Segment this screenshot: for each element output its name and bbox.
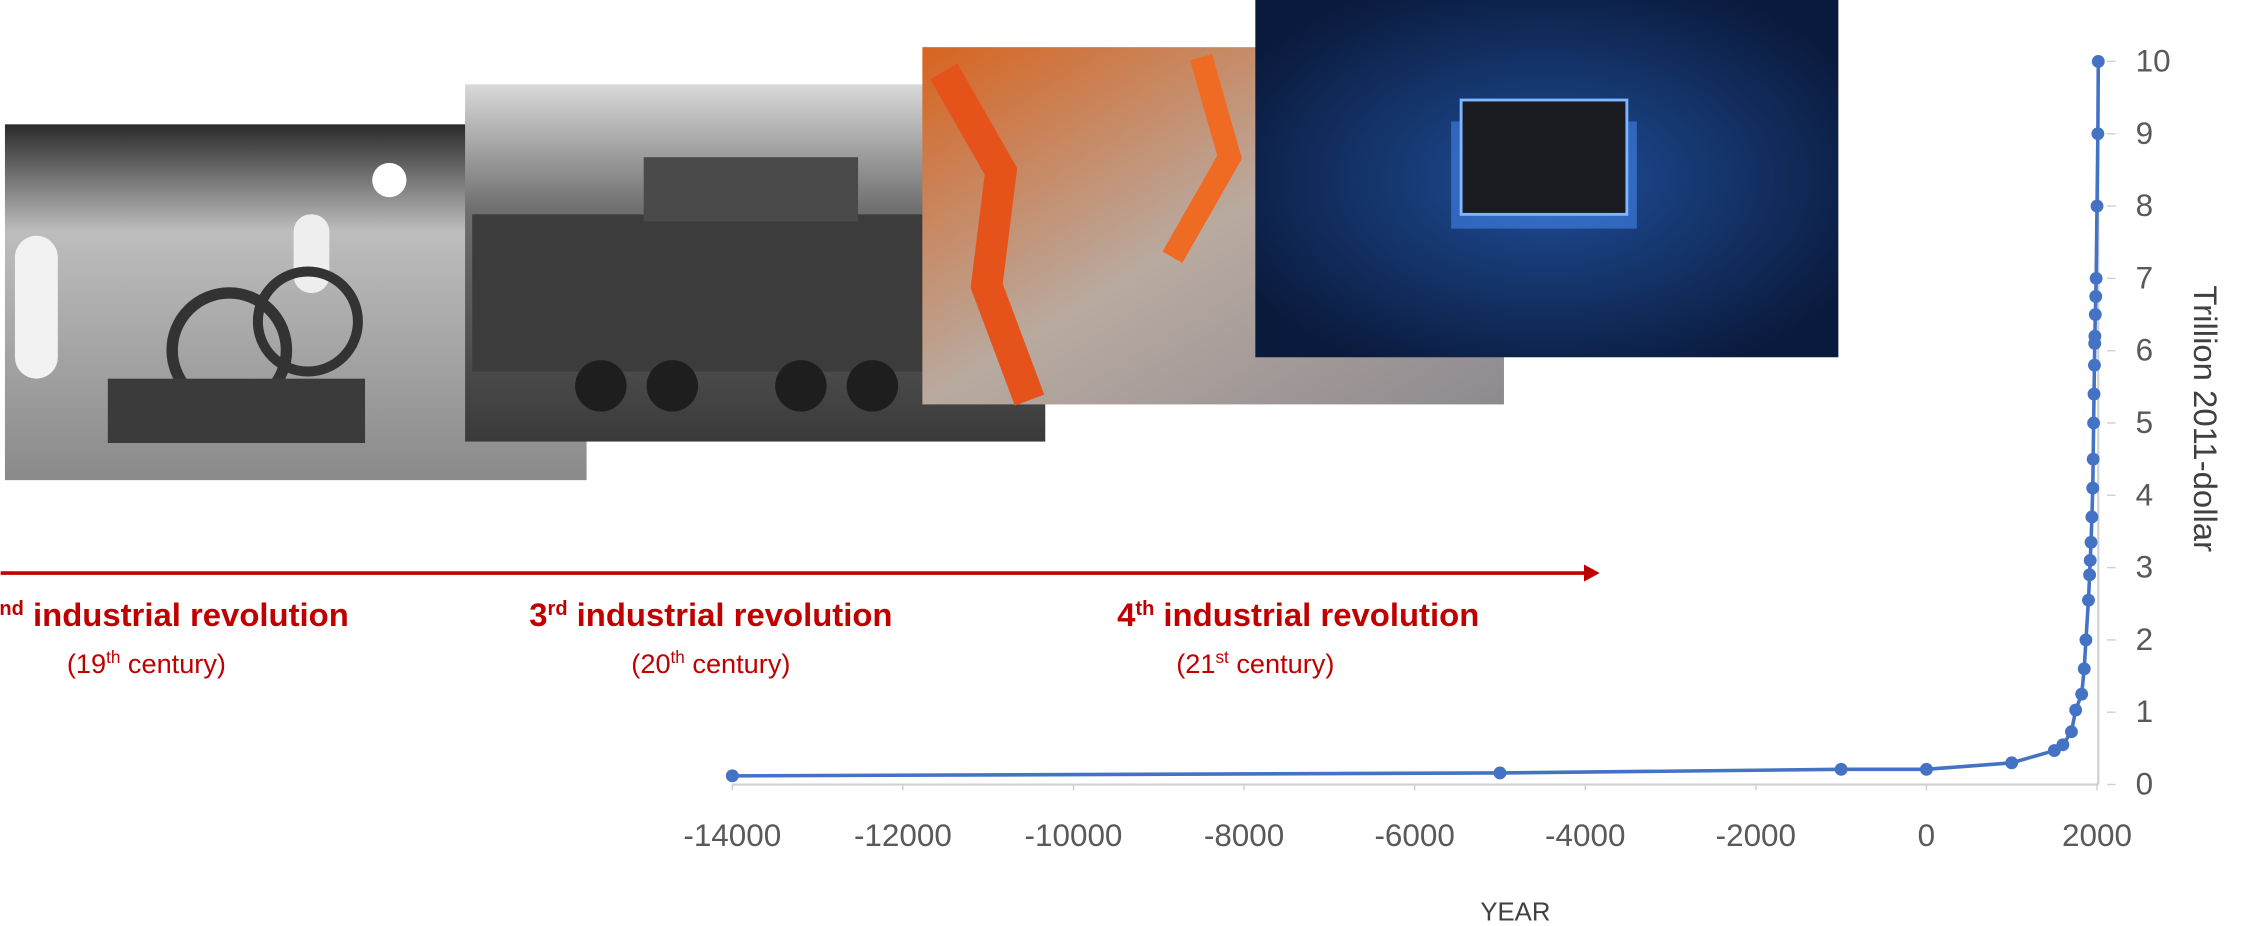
x-tick-label: -8000 [1204,818,1284,853]
data-point [2069,703,2083,717]
data-point [2083,568,2097,582]
data-point [2088,329,2102,343]
data-point [2087,416,2101,430]
y-tick-label: 2 [2136,622,2153,657]
data-point [2083,553,2097,567]
revolution-period: (21st century) [1176,647,1334,679]
data-point [2082,593,2095,607]
y-tick-label: 5 [2136,405,2153,440]
data-point [2075,687,2089,701]
x-tick-label: -12000 [854,818,952,853]
data-point [2077,662,2091,676]
revolution-title: 2nd industrial revolution [0,596,349,633]
x-tick-label: -2000 [1716,818,1796,853]
y-tick-label: 8 [2136,188,2153,223]
data-point [2091,55,2105,68]
data-point [2087,387,2101,401]
data-point [2005,756,2019,770]
y-tick-label: 6 [2136,333,2153,368]
data-point [2084,535,2098,549]
data-point [725,769,739,783]
y-tick-label: 4 [2136,477,2153,512]
revolution-period: (19th century) [67,647,226,679]
revolution-period: (20th century) [631,647,790,679]
data-point [2086,481,2100,495]
data-point [2086,452,2100,466]
revolution-title: 3rd industrial revolution [529,596,892,633]
data-point [2089,271,2103,285]
data-point [1919,762,1933,776]
data-point [2088,358,2101,372]
data-point [1493,766,1507,780]
data-point [2090,199,2104,213]
data-point [2088,308,2102,321]
x-tick-label: -14000 [683,818,781,853]
y-axis-label: Trillion 2011-dollar [2187,285,2224,552]
y-tick-label: 1 [2136,694,2153,729]
y-tick-label: 9 [2136,116,2153,151]
revolution-title: 4th industrial revolution [1117,596,1479,633]
data-point [2089,290,2103,303]
y-tick-label: 0 [2136,767,2153,802]
x-tick-label: -6000 [1374,818,1454,853]
arrow-head [1584,564,1600,582]
data-point [2085,510,2099,524]
data-point [1834,762,1848,776]
x-tick-label: 2000 [2062,818,2132,853]
data-point [2091,127,2105,141]
y-tick-label: 3 [2136,550,2153,585]
photo-ai-chip [1255,0,1839,358]
data-point [2064,725,2078,739]
data-point [2079,633,2093,647]
x-tick-label: -10000 [1025,818,1123,853]
y-tick-label: 7 [2136,260,2153,295]
data-point [2056,738,2070,752]
y-tick-label: 10 [2136,43,2171,78]
x-tick-label: -4000 [1545,818,1625,853]
x-axis-label: YEAR [1480,898,1550,926]
x-tick-label: 0 [1918,818,1935,853]
